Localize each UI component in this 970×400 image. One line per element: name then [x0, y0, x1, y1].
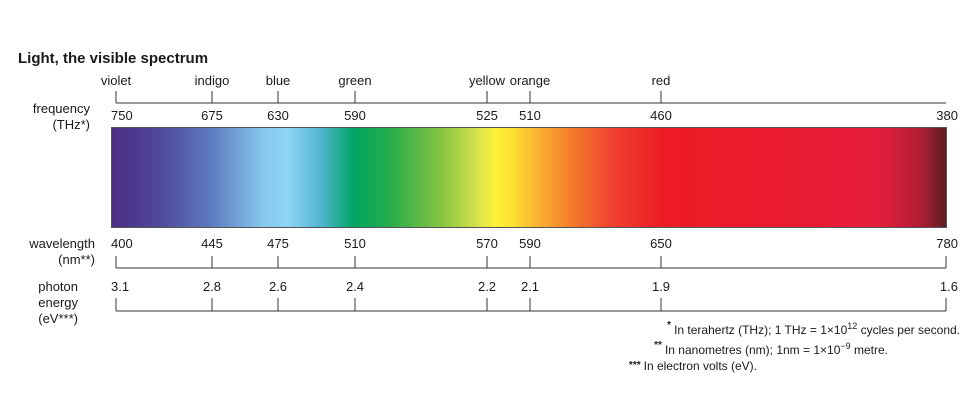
wavelength-tick-label: 475 — [267, 236, 289, 251]
footnote-exponent: −9 — [840, 341, 851, 351]
photon-energy-tick-label: 2.6 — [268, 279, 288, 294]
wavelength-axis-label: wavelength (nm**) — [0, 236, 95, 268]
frequency-tick-label: 525 — [476, 108, 498, 123]
color-name-violet: violet — [100, 73, 132, 88]
frequency-axis-label: frequency (THz*) — [0, 101, 90, 133]
photon-energy-label-line1: photon — [38, 279, 78, 294]
footnote-exponent: 12 — [847, 321, 858, 331]
diagram-title: Light, the visible spectrum — [18, 50, 209, 67]
color-name-green: green — [338, 73, 372, 88]
wavelength-tick-label: 570 — [476, 236, 498, 251]
footnote-text: cycles per second. — [857, 323, 960, 337]
frequency-tick-label: 750 — [111, 108, 133, 123]
color-name-indigo: indigo — [194, 73, 230, 88]
spectrum-gradient-bar — [111, 127, 947, 228]
photon-energy-tick-label: 2.1 — [520, 279, 540, 294]
footnote-marker: ** — [654, 340, 662, 351]
wavelength-tick-label: 400 — [111, 236, 133, 251]
photon-energy-tick-label: 2.4 — [345, 279, 365, 294]
frequency-label-line1: frequency — [32, 101, 90, 116]
wavelength-tick-label: 650 — [650, 236, 672, 251]
photon-energy-tick-label: 2.2 — [477, 279, 497, 294]
footnote-frequency: * In terahertz (THz); 1 THz = 1×1012 cycl… — [629, 318, 960, 338]
footnote-text: In terahertz (THz); 1 THz = 1×10 — [674, 323, 848, 337]
photon-energy-label-unit: (eV***) — [38, 311, 78, 326]
wavelength-tick-label: 510 — [344, 236, 366, 251]
color-name-orange: orange — [509, 73, 551, 88]
frequency-tick-label: 460 — [650, 108, 672, 123]
frequency-tick-label: 675 — [201, 108, 223, 123]
photon-energy-tick-label: 1.9 — [651, 279, 671, 294]
wavelength-tick-label: 590 — [519, 236, 541, 251]
footnote-marker: *** — [628, 360, 641, 371]
wavelength-label-unit: (nm**) — [58, 252, 95, 267]
frequency-tick-label: 590 — [344, 108, 366, 123]
color-name-red: red — [651, 73, 671, 88]
frequency-tick-label: 510 — [519, 108, 541, 123]
wavelength-tick-label: 780 — [936, 236, 958, 251]
footnote-marker: * — [667, 320, 672, 331]
frequency-tick-label: 630 — [267, 108, 289, 123]
footnote-text: In nanometres (nm); 1nm = 1×10 — [664, 343, 841, 357]
footnote-text: metre. — [850, 343, 888, 357]
photon-energy-tick-label: 1.6 — [939, 279, 958, 294]
frequency-label-unit: (THz*) — [52, 117, 90, 132]
frequency-tick-label: 380 — [936, 108, 958, 123]
photon-energy-tick-label: 3.1 — [111, 279, 130, 294]
footnotes: * In terahertz (THz); 1 THz = 1×1012 cycl… — [629, 318, 960, 374]
footnote-energy: *** In electron volts (eV). — [629, 358, 757, 374]
photon-energy-tick-label: 2.8 — [202, 279, 222, 294]
footnote-text: In electron volts (eV). — [643, 359, 757, 373]
wavelength-tick-label: 445 — [201, 236, 223, 251]
wavelength-label-line1: wavelength — [29, 236, 95, 251]
photon-energy-axis-label: photon energy (eV***) — [0, 279, 78, 327]
footnote-wavelength: ** In nanometres (nm); 1nm = 1×10−9 metre… — [629, 338, 888, 358]
photon-energy-label-line2: energy — [38, 295, 78, 310]
color-name-blue: blue — [265, 73, 291, 88]
color-name-yellow: yellow — [468, 73, 506, 88]
